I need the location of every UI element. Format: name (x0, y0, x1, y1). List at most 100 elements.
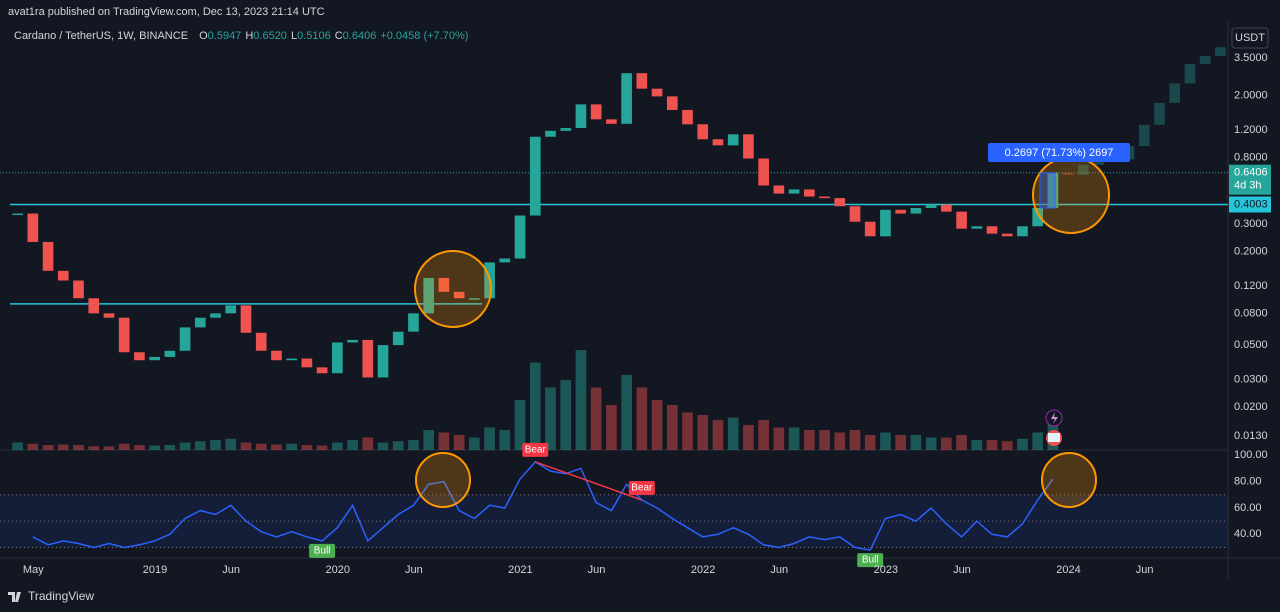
volume-bar (362, 437, 374, 450)
candle (149, 356, 160, 361)
volume-bar (484, 427, 495, 450)
projection-candle (1199, 55, 1211, 64)
candle (499, 258, 511, 263)
symbol: Cardano / TetherUS, 1W, BINANCE (14, 30, 188, 42)
divergence-label: Bull (862, 555, 879, 566)
projection-candle (1138, 124, 1150, 147)
divergence-tag (522, 442, 549, 457)
volume-bar (301, 445, 313, 450)
volume-bar (225, 438, 237, 450)
volume-bar (864, 435, 876, 450)
volume-bar (316, 445, 328, 450)
candle (347, 339, 358, 343)
volume-bar (788, 427, 800, 450)
volume-bar (179, 442, 191, 450)
price-badge-label: 0.6406 (1234, 167, 1268, 179)
y-tick-label: 0.0500 (1234, 339, 1268, 351)
candle (57, 270, 69, 281)
volume-bar (773, 427, 785, 450)
ohlc-value: 0.6520 (253, 30, 287, 42)
candle (316, 367, 328, 374)
x-tick-label: Jun (1136, 564, 1154, 576)
rsi-tick-label: 100.00 (1234, 449, 1268, 461)
volume-bar (925, 437, 937, 450)
volume-bar (423, 430, 435, 450)
candle (514, 215, 526, 259)
volume-bar (621, 375, 632, 450)
ohlc-key: O (199, 30, 208, 42)
y-tick-label: 2.0000 (1234, 90, 1268, 102)
candle (849, 206, 861, 222)
highlight-circle (415, 452, 471, 508)
candle (210, 313, 221, 318)
projection-candle (1169, 83, 1181, 103)
x-tick-label: Jun (222, 564, 240, 576)
volume-bar (27, 443, 39, 450)
currency[interactable]: USDT (1235, 32, 1265, 44)
volume-bar (103, 446, 115, 450)
candle (697, 124, 709, 140)
volume-bar (575, 350, 587, 450)
candle (986, 226, 998, 234)
ohlc-value: 0.5106 (297, 30, 331, 42)
candle (164, 350, 176, 357)
candle (73, 280, 84, 299)
volume-bar (271, 444, 282, 450)
candle (773, 185, 785, 194)
volume-bar (651, 400, 663, 450)
candle (1001, 233, 1013, 237)
footer-bar (0, 582, 1280, 612)
volume-bar (758, 420, 769, 450)
candle (895, 209, 906, 214)
volume-bar (255, 443, 267, 450)
volume-bar (727, 417, 739, 450)
volume-bar (910, 435, 922, 450)
candle (194, 317, 206, 328)
y-tick-label: 0.3000 (1234, 218, 1268, 230)
candle (758, 158, 769, 186)
candle (88, 298, 100, 314)
logo-mark (8, 592, 21, 602)
projection-candle (1184, 63, 1196, 84)
divergence-line (535, 461, 643, 501)
candle (271, 350, 282, 361)
rsi-tick-label: 80.00 (1234, 476, 1262, 488)
candle (301, 358, 313, 368)
highlight-circle (1041, 452, 1097, 508)
candle (545, 130, 556, 137)
candle (743, 134, 754, 159)
volume-bar (149, 445, 160, 450)
ohlc-key: H (245, 30, 253, 42)
ohlc-value: 0.5947 (208, 30, 242, 42)
candle (225, 305, 237, 314)
x-tick-label: Jun (953, 564, 971, 576)
y-tick-label: 0.0800 (1234, 307, 1268, 319)
change: +0.0458 (+7.70%) (380, 30, 468, 42)
candle (469, 298, 480, 300)
candle (621, 73, 632, 124)
candle (971, 226, 983, 229)
y-tick-label: 0.2000 (1234, 245, 1268, 257)
measure-label: 0.2697 (71.73%) 2697 (1005, 147, 1114, 159)
candle (956, 211, 967, 229)
x-tick-label: 2020 (325, 564, 349, 576)
candle (819, 196, 830, 199)
x-tick-label: 2022 (691, 564, 715, 576)
volume-bar (636, 387, 648, 450)
currency-box[interactable] (1231, 27, 1269, 49)
candle (636, 73, 648, 89)
x-tick-label: Jun (588, 564, 606, 576)
countdown: 4d 3h (1234, 180, 1262, 192)
volume-bar (118, 443, 130, 450)
candle (438, 277, 450, 292)
candle (42, 241, 54, 271)
volume-bar (57, 444, 69, 450)
plot: Bull Bear Bear Bull (0, 47, 1228, 568)
candle (1032, 207, 1044, 227)
candle (682, 109, 693, 125)
candle (834, 198, 846, 207)
candle (727, 134, 739, 146)
y-tick-label: 0.0300 (1234, 374, 1268, 386)
volume-bar (849, 430, 861, 450)
volume-bar (377, 442, 389, 450)
